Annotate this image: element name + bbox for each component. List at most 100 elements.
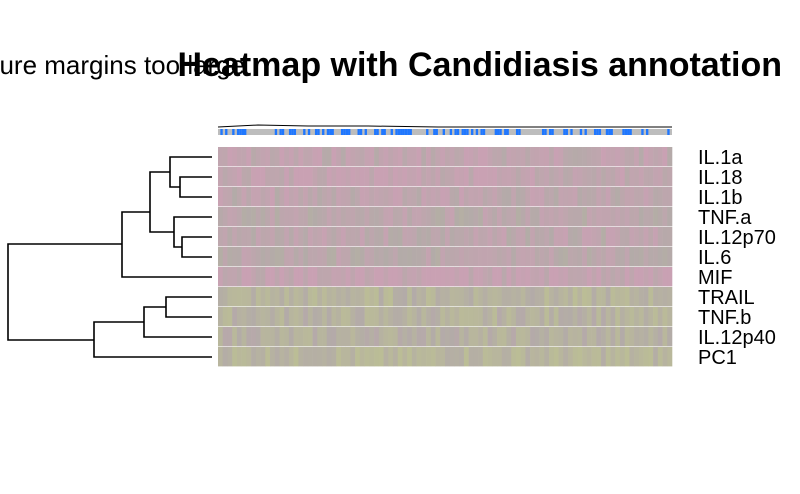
heatmap-cell bbox=[520, 167, 526, 187]
heatmap-cell bbox=[591, 147, 597, 167]
heatmap-cell bbox=[582, 287, 588, 307]
annotation-mark bbox=[584, 129, 587, 135]
heatmap-cell bbox=[459, 347, 465, 367]
heatmap-cell bbox=[596, 247, 602, 267]
heatmap-cell bbox=[227, 327, 233, 347]
heatmap-cell bbox=[369, 187, 375, 207]
heatmap-cell bbox=[549, 147, 555, 167]
heatmap-cell bbox=[274, 187, 280, 207]
heatmap-cell bbox=[374, 147, 380, 167]
annotation-mark bbox=[629, 129, 632, 135]
heatmap-cell bbox=[359, 327, 365, 347]
heatmap-cell bbox=[218, 327, 224, 347]
heatmap-cell bbox=[534, 307, 540, 327]
heatmap-cell bbox=[482, 327, 488, 347]
heatmap-cell bbox=[449, 167, 455, 187]
annotation-mark bbox=[397, 129, 401, 135]
heatmap-cell bbox=[596, 187, 602, 207]
heatmap-cell bbox=[331, 267, 337, 287]
heatmap-cell bbox=[497, 187, 503, 207]
heatmap-cell bbox=[468, 327, 474, 347]
heatmap-cell bbox=[629, 167, 635, 187]
heatmap-cell bbox=[520, 227, 526, 247]
heatmap-cell bbox=[246, 147, 252, 167]
heatmap-cell bbox=[270, 307, 276, 327]
heatmap-cell bbox=[478, 267, 484, 287]
heatmap-cell bbox=[397, 287, 403, 307]
heatmap-cell bbox=[657, 327, 663, 347]
heatmap-cell bbox=[369, 227, 375, 247]
heatmap-cell bbox=[312, 187, 318, 207]
heatmap-cell bbox=[322, 347, 328, 367]
heatmap-cell bbox=[232, 307, 238, 327]
heatmap-cell bbox=[667, 307, 673, 327]
heatmap-cell bbox=[284, 327, 290, 347]
heatmap-cell bbox=[279, 347, 285, 367]
heatmap-cell bbox=[563, 287, 569, 307]
heatmap-cell bbox=[629, 267, 635, 287]
heatmap-cell bbox=[638, 287, 644, 307]
annotation-mark bbox=[494, 129, 498, 135]
heatmap-cell bbox=[392, 167, 399, 187]
heatmap-cell bbox=[293, 227, 299, 247]
heatmap-cell bbox=[265, 147, 271, 167]
heatmap-cell bbox=[411, 247, 417, 267]
heatmap-cell bbox=[497, 287, 503, 307]
heatmap-cell bbox=[270, 187, 276, 207]
heatmap-cell bbox=[539, 147, 545, 167]
heatmap-cell bbox=[492, 327, 498, 347]
heatmap-cell bbox=[218, 287, 224, 307]
annotation-mark bbox=[314, 129, 318, 135]
heatmap-cell bbox=[317, 327, 323, 347]
heatmap-cell bbox=[459, 167, 465, 187]
heatmap-cell bbox=[662, 247, 668, 267]
annotation-mark bbox=[293, 129, 297, 135]
annotation-mark bbox=[359, 129, 363, 135]
heatmap-cell bbox=[374, 167, 380, 187]
annotation-mark bbox=[291, 129, 294, 135]
heatmap-cell bbox=[421, 187, 427, 207]
heatmap-cell bbox=[511, 167, 517, 187]
heatmap-cell bbox=[520, 267, 526, 287]
dendrogram-branch bbox=[149, 171, 174, 233]
annotation-mark bbox=[627, 129, 630, 135]
heatmap-cell bbox=[624, 167, 630, 187]
heatmap-cell bbox=[307, 247, 313, 267]
heatmap-cell bbox=[307, 267, 313, 287]
heatmap-cell bbox=[407, 207, 413, 227]
heatmap-cell bbox=[274, 147, 280, 167]
heatmap-cell bbox=[487, 347, 493, 367]
heatmap-cell bbox=[459, 227, 465, 247]
heatmap-cell bbox=[350, 167, 356, 187]
heatmap-cell bbox=[255, 187, 261, 207]
heatmap-cell bbox=[549, 307, 555, 327]
heatmap-cell bbox=[322, 307, 328, 327]
annotation-mark bbox=[404, 129, 408, 135]
heatmap-cell bbox=[619, 347, 626, 367]
heatmap-cell bbox=[265, 227, 271, 247]
heatmap-cell bbox=[610, 267, 616, 287]
annotation-mark bbox=[579, 129, 583, 135]
heatmap-cell bbox=[241, 187, 247, 207]
row-label: PC1 bbox=[698, 347, 737, 369]
heatmap-cell bbox=[426, 267, 432, 287]
heatmap-cell bbox=[449, 187, 455, 207]
heatmap-cell bbox=[525, 247, 531, 267]
heatmap-cell bbox=[586, 207, 592, 227]
heatmap-cell bbox=[407, 187, 413, 207]
heatmap-cell bbox=[246, 187, 252, 207]
heatmap-cell bbox=[577, 267, 583, 287]
heatmap-cell bbox=[241, 307, 247, 327]
heatmap-cell bbox=[227, 187, 233, 207]
row-label: MIF bbox=[698, 267, 732, 289]
heatmap-cell bbox=[629, 207, 635, 227]
heatmap-cell bbox=[227, 267, 233, 287]
heatmap-cell bbox=[293, 347, 299, 367]
heatmap-cell bbox=[468, 167, 474, 187]
heatmap-cell bbox=[265, 327, 271, 347]
heatmap-cell bbox=[515, 167, 521, 187]
heatmap-cell bbox=[454, 327, 460, 347]
heatmap-cell bbox=[246, 207, 252, 227]
heatmap-cell bbox=[288, 267, 294, 287]
